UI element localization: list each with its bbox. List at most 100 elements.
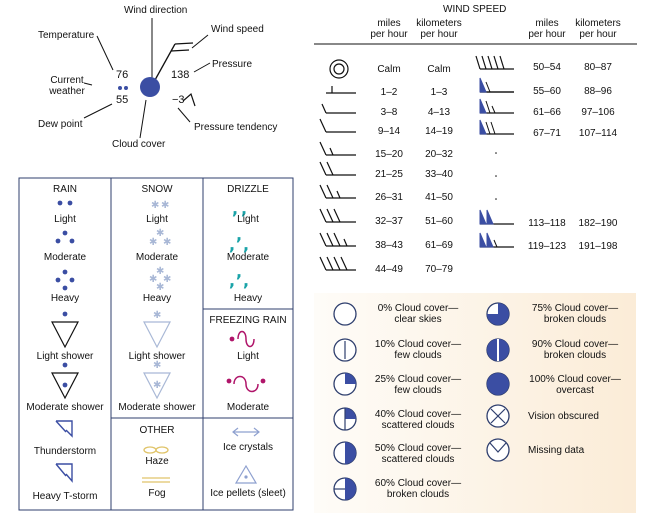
- freezing-rain-icons: [233, 330, 259, 393]
- label-cloud-cover: Cloud cover: [112, 139, 166, 150]
- haze-icon: [143, 446, 169, 454]
- snow-light: Light: [146, 214, 168, 225]
- wind-mph-cell: 32–37: [375, 216, 403, 227]
- svg-text:,: ,: [236, 262, 242, 281]
- rain-heavy-tstorm: Heavy T-storm: [32, 491, 98, 502]
- wind-mph-cell: 113–118: [528, 218, 566, 229]
- label-wind-direction: Wind direction: [124, 5, 188, 16]
- wind-barbs-left: [319, 59, 356, 271]
- svg-text:,: ,: [229, 235, 235, 254]
- drizzle-icons: ,, ,,, ,,,: [229, 199, 249, 290]
- rain-header: RAIN: [53, 184, 77, 195]
- cloud-cover-desc: scattered clouds: [381, 454, 455, 465]
- wind-mph-cell: 26–31: [375, 192, 403, 203]
- ice-pellets-label: Ice pellets (sleet): [210, 488, 286, 499]
- label-pressure-tendency: Pressure tendency: [194, 122, 278, 133]
- temp-value: 76: [116, 69, 129, 81]
- wind-mph-cell: 119–123: [527, 241, 567, 252]
- wind-kmh-cell: 88–96: [584, 86, 612, 97]
- cloud-cover-desc: clear skies: [394, 314, 442, 325]
- dew-value: 55: [116, 94, 129, 106]
- cloud-cover-label: 100% Cloud cover—: [529, 374, 621, 385]
- cloud-cover-desc: scattered clouds: [381, 420, 455, 431]
- snow-light-shower: Light shower: [128, 351, 186, 362]
- svg-text:✱: ✱: [156, 228, 164, 239]
- svg-text:✱: ✱: [149, 274, 157, 285]
- cloud-cover-label: 0% Cloud cover—: [377, 303, 459, 314]
- cloud-cover-desc: overcast: [556, 385, 594, 396]
- cloud-cover-label: Vision obscured: [528, 411, 599, 422]
- label-temperature: Temperature: [38, 30, 95, 41]
- wind-mph-cell: 21–25: [375, 169, 403, 180]
- cloud-cover-desc: broken clouds: [543, 314, 607, 325]
- cloud-cover-label: Missing data: [528, 445, 585, 456]
- col-kmh-left: kilometers per hour: [416, 18, 462, 40]
- rain-thunderstorm: Thunderstorm: [33, 446, 97, 457]
- wind-kmh-cell: 20–32: [425, 149, 453, 160]
- ice-crystals-label: Ice crystals: [222, 442, 273, 453]
- wind-mph-cell: 61–66: [533, 107, 561, 118]
- svg-text:,: ,: [241, 199, 247, 218]
- wind-kmh-cell: 191–198: [578, 241, 618, 252]
- col-mph-right: miles per hour: [528, 18, 566, 40]
- wind-kmh-cell: 4–13: [427, 107, 451, 118]
- snow-moderate: Moderate: [135, 252, 179, 263]
- svg-text:,: ,: [243, 271, 249, 290]
- svg-text:✱: ✱: [163, 237, 171, 248]
- snow-heavy: Heavy: [142, 293, 172, 304]
- svg-text:,: ,: [243, 235, 249, 254]
- snow-header: SNOW: [141, 184, 173, 195]
- station-cloud-circle: [140, 77, 160, 97]
- col-mph-left: miles per hour: [370, 18, 408, 40]
- cloud-cover-label: 90% Cloud cover—: [531, 339, 619, 350]
- wind-mph-cell: 38–43: [375, 240, 403, 251]
- wind-kmh-cell: 61–69: [425, 240, 453, 251]
- rain-moderate: Moderate: [43, 252, 87, 263]
- tendency-value: −3: [172, 94, 185, 106]
- svg-text:✱: ✱: [149, 237, 157, 248]
- wind-mph-cell: 1–2: [380, 87, 398, 98]
- freezing-rain-header: FREEZING RAIN: [209, 315, 287, 326]
- label-pressure: Pressure: [212, 59, 253, 70]
- wind-mph-cell: Calm: [377, 64, 401, 75]
- wind-kmh-cell: 51–60: [425, 216, 453, 227]
- fog-icon: [142, 477, 170, 483]
- rain-icons: [55, 200, 75, 291]
- wind-kmh-cell: Calm: [427, 64, 451, 75]
- cloud-cover-label: 40% Cloud cover—: [374, 409, 462, 420]
- wind-kmh-cell: 80–87: [584, 62, 612, 73]
- drizzle-heavy: Heavy: [233, 293, 263, 304]
- svg-text:,: ,: [232, 199, 238, 218]
- pressure-value: 138: [171, 69, 190, 81]
- col-kmh-right: kilometers per hour: [575, 18, 621, 40]
- wind-mph-cell: 3–8: [380, 107, 398, 118]
- wind-mph-cell: 67–71: [533, 128, 561, 139]
- cloud-cover-desc: broken clouds: [543, 350, 607, 361]
- ice-pellets-icon: [234, 464, 258, 484]
- other-header: OTHER: [139, 425, 175, 436]
- cloud-cover-label: 75% Cloud cover—: [531, 303, 619, 314]
- rain-light: Light: [54, 214, 76, 225]
- wind-kmh-cell: 14–19: [425, 126, 453, 137]
- drizzle-header: DRIZZLE: [227, 184, 269, 195]
- wind-kmh-cell: 1–3: [430, 87, 448, 98]
- cloud-cover-desc: few clouds: [394, 385, 442, 396]
- cloud-cover-label: 50% Cloud cover—: [374, 443, 462, 454]
- rain-light-shower: Light shower: [36, 351, 94, 362]
- cloud-cover-panel: [314, 293, 636, 513]
- cloud-cover-label: 60% Cloud cover—: [374, 478, 462, 489]
- wind-mph-cell: 44–49: [375, 264, 403, 275]
- label-dew-point: Dew point: [38, 119, 83, 130]
- wind-kmh-cell: 70–79: [425, 264, 453, 275]
- wind-kmh-cell: 41–50: [425, 192, 453, 203]
- wind-kmh-cell: 107–114: [578, 128, 618, 139]
- cloud-cover-desc: few clouds: [394, 350, 442, 361]
- cloud-cover-label: 10% Cloud cover—: [374, 339, 462, 350]
- freezing-rain-light: Light: [237, 351, 259, 362]
- wind-kmh-cell: 33–40: [425, 169, 453, 180]
- drizzle-moderate: Moderate: [226, 252, 270, 263]
- svg-text:✱: ✱: [161, 200, 169, 211]
- wind-kmh-cell: 182–190: [578, 218, 618, 229]
